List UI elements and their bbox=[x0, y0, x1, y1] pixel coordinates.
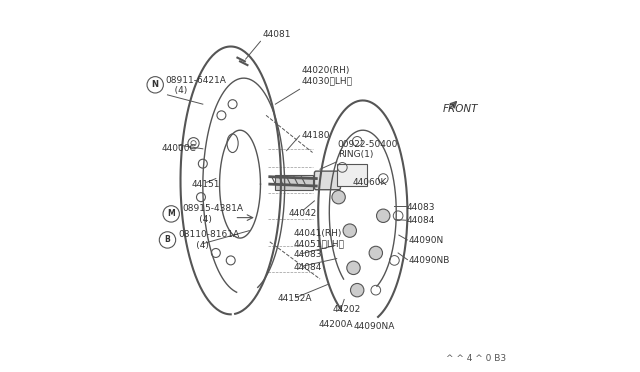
Text: 44202: 44202 bbox=[333, 305, 361, 314]
Text: B: B bbox=[164, 235, 170, 244]
Text: 44152A: 44152A bbox=[277, 294, 312, 303]
Text: 00922-50400
RING(1): 00922-50400 RING(1) bbox=[338, 140, 398, 159]
Text: 44200A: 44200A bbox=[318, 320, 353, 329]
Text: 44081: 44081 bbox=[262, 30, 291, 39]
Text: 44000C: 44000C bbox=[162, 144, 196, 153]
Text: 44084: 44084 bbox=[406, 217, 435, 225]
Text: 44151: 44151 bbox=[191, 180, 220, 189]
Circle shape bbox=[343, 224, 356, 237]
Text: 44090NB: 44090NB bbox=[408, 256, 449, 265]
FancyBboxPatch shape bbox=[314, 171, 340, 190]
Circle shape bbox=[347, 261, 360, 275]
Text: 44084: 44084 bbox=[294, 263, 323, 272]
Text: 08915-4381A
      (4): 08915-4381A (4) bbox=[182, 204, 243, 224]
Text: ^ ^ 4 ^ 0 B3: ^ ^ 4 ^ 0 B3 bbox=[447, 354, 507, 363]
Text: M: M bbox=[167, 209, 175, 218]
Text: 44090N: 44090N bbox=[408, 236, 444, 245]
Text: 44180: 44180 bbox=[301, 131, 330, 140]
Text: 08911-6421A
   (4): 08911-6421A (4) bbox=[166, 76, 227, 95]
Circle shape bbox=[369, 246, 383, 260]
Text: 44020(RH)
44030〈LH〉: 44020(RH) 44030〈LH〉 bbox=[301, 66, 353, 86]
Text: N: N bbox=[151, 80, 158, 89]
Text: 44083: 44083 bbox=[406, 203, 435, 212]
Text: 44090NA: 44090NA bbox=[353, 322, 395, 331]
Text: 44060K: 44060K bbox=[353, 178, 387, 187]
Text: FRONT: FRONT bbox=[443, 104, 478, 114]
Text: 44083: 44083 bbox=[294, 250, 323, 259]
Circle shape bbox=[376, 209, 390, 222]
Circle shape bbox=[351, 283, 364, 297]
Bar bbox=[275, 175, 312, 190]
Circle shape bbox=[332, 190, 346, 204]
Text: 08110-8161A
      (4): 08110-8161A (4) bbox=[179, 230, 240, 250]
Text: 44042: 44042 bbox=[289, 209, 317, 218]
Bar bbox=[337, 164, 367, 186]
Text: 44041(RH)
44051〈LH〉: 44041(RH) 44051〈LH〉 bbox=[294, 229, 345, 248]
